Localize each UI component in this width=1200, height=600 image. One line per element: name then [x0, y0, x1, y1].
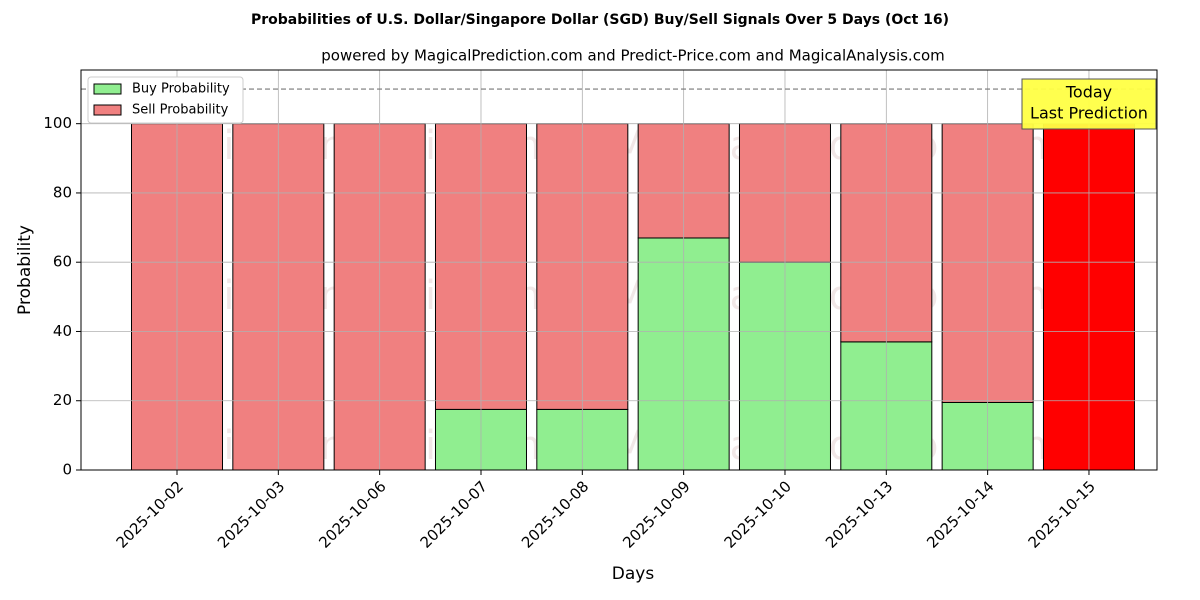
legend-swatch	[93, 83, 122, 95]
x-tick-label: 2025-10-02	[113, 477, 187, 551]
y-axis-label: Probability	[15, 225, 35, 315]
x-tick-label: 2025-10-10	[721, 477, 795, 551]
y-tick-label: 80	[53, 183, 72, 201]
legend-label: Buy Probability	[132, 82, 230, 97]
y-tick-label: 0	[62, 461, 72, 479]
plot-frame	[80, 69, 1158, 471]
legend-box	[87, 76, 244, 124]
x-tick-label: 2025-10-14	[923, 477, 997, 551]
annotation-text: Today	[1065, 83, 1112, 102]
y-tick-label: 60	[53, 253, 72, 271]
y-tick-label: 20	[53, 391, 72, 409]
annotation-box	[1021, 78, 1157, 130]
x-tick-label: 2025-10-09	[619, 477, 693, 551]
legend-label: Sell Probability	[132, 103, 229, 118]
y-tick-label: 40	[53, 322, 72, 340]
annotation-text: Last Prediction	[1030, 104, 1148, 123]
chart-title: Probabilities of U.S. Dollar/Singapore D…	[251, 12, 949, 28]
y-tick-label: 100	[43, 114, 72, 132]
x-tick-label: 2025-10-06	[315, 477, 389, 551]
x-tick-label: 2025-10-07	[417, 477, 491, 551]
x-tick-label: 2025-10-03	[214, 477, 288, 551]
x-axis-label: Days	[612, 564, 655, 584]
legend-swatch	[93, 104, 122, 116]
x-tick-label: 2025-10-15	[1025, 477, 1099, 551]
x-tick-label: 2025-10-08	[518, 477, 592, 551]
x-tick-label: 2025-10-13	[822, 477, 896, 551]
chart-subtitle: powered by MagicalPrediction.com and Pre…	[321, 47, 945, 65]
